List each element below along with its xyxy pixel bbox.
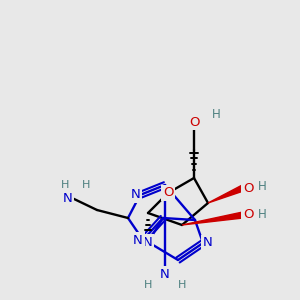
Text: H: H <box>258 181 267 194</box>
Text: N: N <box>130 188 140 202</box>
Text: H: H <box>212 107 221 121</box>
Polygon shape <box>208 185 244 203</box>
Text: H: H <box>82 180 90 190</box>
Text: O: O <box>163 187 173 200</box>
Text: N: N <box>62 191 72 205</box>
Text: N: N <box>160 268 170 281</box>
Text: O: O <box>189 116 199 128</box>
Polygon shape <box>182 212 244 225</box>
Text: H: H <box>258 208 267 220</box>
Text: O: O <box>243 182 254 194</box>
Text: N: N <box>143 236 153 248</box>
Text: O: O <box>243 208 254 221</box>
Text: H: H <box>144 280 152 290</box>
Text: N: N <box>203 236 213 250</box>
Text: N: N <box>133 233 143 247</box>
Text: H: H <box>178 280 186 290</box>
Text: H: H <box>61 180 69 190</box>
